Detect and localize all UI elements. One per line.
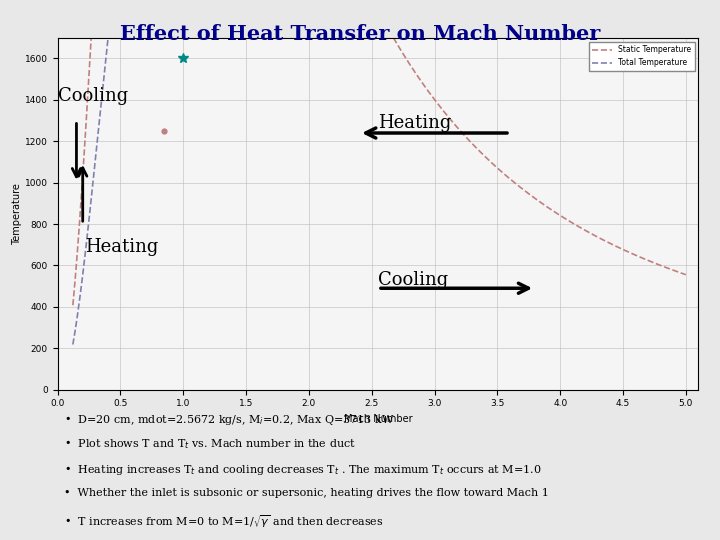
Text: Heating: Heating — [85, 238, 158, 256]
Total Temperature — [80, 261, 89, 268]
Text: •  D=20 cm, mdot=2.5672 kg/s, M$_i$=0.2, Max Q=3713 kW: • D=20 cm, mdot=2.5672 kg/s, M$_i$=0.2, … — [64, 414, 395, 427]
Text: Cooling: Cooling — [58, 87, 128, 105]
Static Temperature — [682, 272, 690, 278]
Text: Effect of Heat Transfer on Mach Number: Effect of Heat Transfer on Mach Number — [120, 24, 600, 44]
Text: •  Whether the inlet is subsonic or supersonic, heating drives the flow toward M: • Whether the inlet is subsonic or super… — [64, 488, 549, 498]
Static Temperature — [80, 154, 89, 160]
Total Temperature — [68, 341, 77, 348]
Legend: Static Temperature, Total Temperature: Static Temperature, Total Temperature — [589, 42, 695, 71]
Text: •  Plot shows T and T$_t$ vs. Mach number in the duct: • Plot shows T and T$_t$ vs. Mach number… — [64, 437, 356, 451]
Y-axis label: Temperature: Temperature — [12, 183, 22, 245]
Total Temperature — [672, 17, 681, 24]
Line: Total Temperature: Total Temperature — [73, 0, 686, 345]
Static Temperature — [511, 180, 520, 187]
X-axis label: Mach Number: Mach Number — [343, 414, 413, 424]
Text: Cooling: Cooling — [378, 271, 449, 289]
Static Temperature — [672, 268, 681, 275]
Line: Static Temperature: Static Temperature — [73, 0, 686, 305]
Text: Heating: Heating — [378, 113, 451, 132]
Text: •  Heating increases T$_t$ and cooling decreases T$_t$ . The maximum T$_t$ occur: • Heating increases T$_t$ and cooling de… — [64, 463, 541, 477]
Static Temperature — [68, 302, 77, 308]
Total Temperature — [682, 18, 690, 25]
Text: •  T increases from M=0 to M=1/$\sqrt{\gamma}$ and then decreases: • T increases from M=0 to M=1/$\sqrt{\ga… — [64, 514, 384, 530]
